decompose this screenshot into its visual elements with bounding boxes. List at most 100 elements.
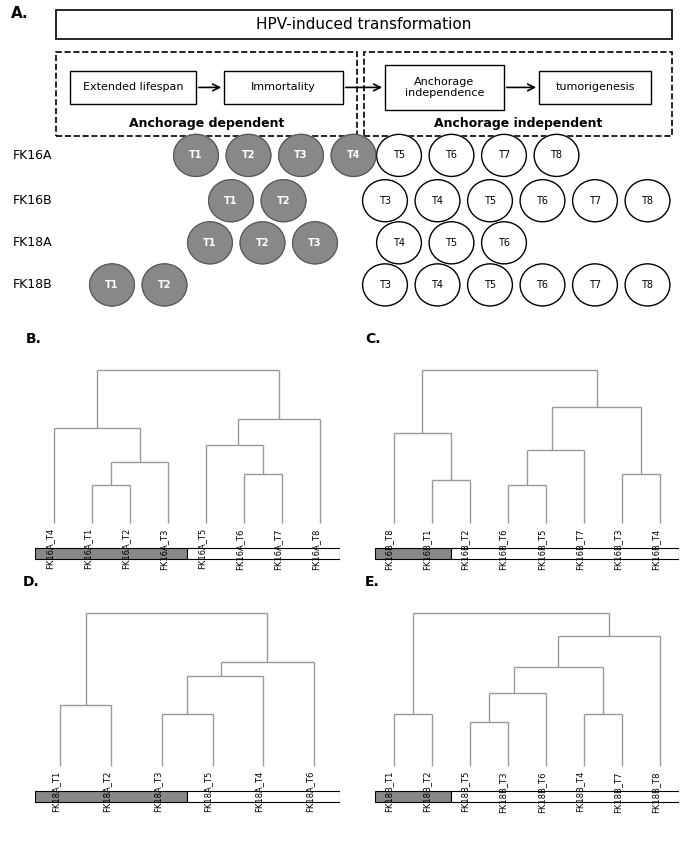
Text: FK18B: FK18B (13, 279, 52, 291)
Text: T8: T8 (641, 280, 654, 290)
Text: T4: T4 (393, 238, 405, 248)
Ellipse shape (429, 135, 474, 176)
Text: FK18B_T2: FK18B_T2 (423, 771, 432, 813)
Text: T4: T4 (431, 280, 444, 290)
Text: FK18B_T7: FK18B_T7 (613, 771, 622, 813)
Ellipse shape (209, 180, 253, 222)
Ellipse shape (90, 264, 134, 306)
Text: T7: T7 (589, 280, 601, 290)
Text: FK18A_T5: FK18A_T5 (204, 771, 213, 812)
FancyBboxPatch shape (70, 72, 196, 104)
Text: T2: T2 (241, 151, 255, 160)
Text: D.: D. (22, 575, 39, 589)
Ellipse shape (377, 222, 421, 264)
Ellipse shape (625, 180, 670, 222)
Text: T3: T3 (308, 238, 322, 248)
Ellipse shape (520, 180, 565, 222)
Text: Anchorage dependent: Anchorage dependent (129, 117, 284, 130)
Text: Anchorage
independence: Anchorage independence (405, 77, 484, 98)
Bar (374, 548, 451, 560)
Text: A.: A. (10, 7, 28, 21)
Text: FK16B_T4: FK16B_T4 (651, 528, 660, 570)
Ellipse shape (240, 222, 285, 264)
Text: T8: T8 (641, 196, 654, 205)
Text: FK18A_T4: FK18A_T4 (254, 771, 263, 812)
Ellipse shape (363, 180, 407, 222)
Ellipse shape (293, 222, 337, 264)
Text: FK16A_T8: FK16A_T8 (312, 528, 321, 570)
Text: FK16B_T3: FK16B_T3 (613, 528, 622, 570)
Text: T3: T3 (379, 280, 391, 290)
Text: Extended lifespan: Extended lifespan (83, 83, 183, 92)
Text: T1: T1 (105, 280, 119, 290)
Text: T1: T1 (189, 151, 203, 160)
FancyBboxPatch shape (539, 72, 651, 104)
Text: T5: T5 (484, 280, 496, 290)
Text: FK16A_T2: FK16A_T2 (121, 528, 130, 569)
Text: T2: T2 (158, 280, 172, 290)
Text: T6: T6 (536, 280, 549, 290)
Text: FK16A_T7: FK16A_T7 (274, 528, 282, 570)
Text: T2: T2 (256, 238, 270, 248)
Text: FK18B_T1: FK18B_T1 (384, 771, 393, 813)
Ellipse shape (188, 222, 232, 264)
Text: B.: B. (25, 332, 41, 346)
Text: T1: T1 (224, 196, 238, 205)
Ellipse shape (363, 264, 407, 306)
Text: T1: T1 (203, 238, 217, 248)
Text: T3: T3 (294, 151, 308, 160)
Text: FK16B_T2: FK16B_T2 (461, 528, 470, 570)
Bar (451, 548, 679, 560)
Text: C.: C. (365, 332, 381, 346)
Ellipse shape (482, 135, 526, 176)
Text: FK16A_T5: FK16A_T5 (197, 528, 206, 569)
Text: FK18A: FK18A (13, 236, 52, 250)
Text: T7: T7 (498, 151, 510, 160)
Ellipse shape (415, 180, 460, 222)
Text: FK16B_T1: FK16B_T1 (423, 528, 432, 570)
Bar (35, 791, 188, 803)
Text: FK16A_T6: FK16A_T6 (235, 528, 244, 570)
Bar (188, 791, 340, 803)
Ellipse shape (573, 264, 617, 306)
Text: T8: T8 (550, 151, 563, 160)
Text: FK16B_T5: FK16B_T5 (537, 528, 546, 570)
Ellipse shape (415, 264, 460, 306)
Ellipse shape (261, 180, 306, 222)
Text: T3: T3 (379, 196, 391, 205)
Text: FK16B_T7: FK16B_T7 (575, 528, 584, 570)
Text: Anchorage independent: Anchorage independent (434, 117, 602, 130)
Ellipse shape (429, 222, 474, 264)
Text: T2: T2 (276, 196, 290, 205)
Text: T6: T6 (445, 151, 458, 160)
Text: FK18B_T6: FK18B_T6 (537, 771, 546, 813)
Text: T4: T4 (346, 151, 360, 160)
Text: Immortality: Immortality (251, 83, 316, 92)
Text: T6: T6 (536, 196, 549, 205)
Text: FK16A_T1: FK16A_T1 (83, 528, 92, 569)
Ellipse shape (142, 264, 187, 306)
Text: FK16A_T3: FK16A_T3 (159, 528, 168, 570)
Text: FK16A: FK16A (13, 149, 52, 162)
Ellipse shape (482, 222, 526, 264)
Text: FK18A_T1: FK18A_T1 (51, 771, 60, 812)
Bar (451, 791, 679, 803)
Ellipse shape (279, 135, 323, 176)
Ellipse shape (520, 264, 565, 306)
Bar (374, 791, 451, 803)
Ellipse shape (573, 180, 617, 222)
Bar (188, 548, 340, 560)
FancyBboxPatch shape (385, 65, 504, 110)
Text: tumorigenesis: tumorigenesis (555, 83, 635, 92)
Text: FK16A_T4: FK16A_T4 (45, 528, 54, 569)
Ellipse shape (377, 135, 421, 176)
Text: FK16B: FK16B (13, 194, 52, 207)
Text: T7: T7 (589, 196, 601, 205)
Text: E.: E. (365, 575, 379, 589)
Ellipse shape (174, 135, 218, 176)
Text: T5: T5 (393, 151, 405, 160)
Text: FK16B_T6: FK16B_T6 (498, 528, 508, 570)
Text: FK18B_T8: FK18B_T8 (651, 771, 660, 813)
Ellipse shape (468, 264, 512, 306)
Ellipse shape (331, 135, 376, 176)
